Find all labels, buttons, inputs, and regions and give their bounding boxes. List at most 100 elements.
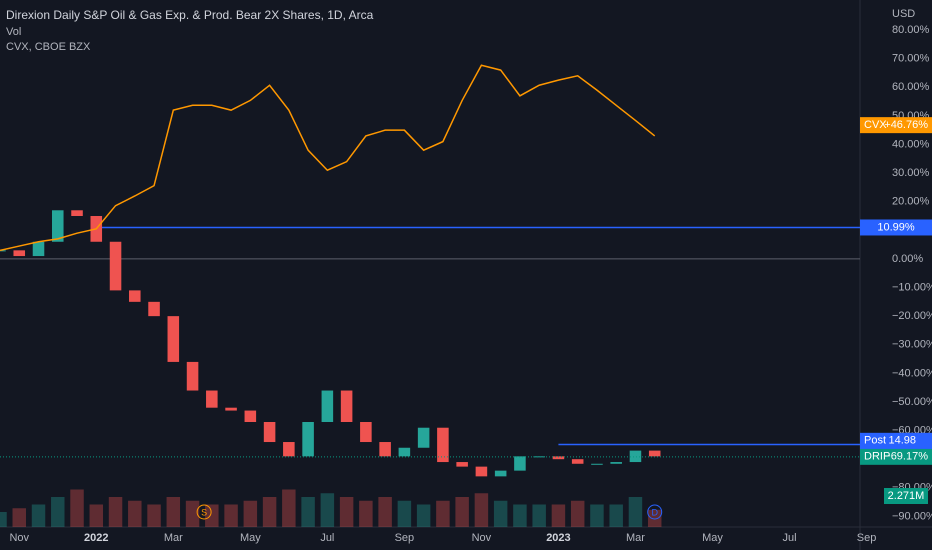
candle — [129, 290, 141, 302]
y-tick-label: 30.00% — [892, 167, 930, 179]
volume-bar — [590, 504, 604, 527]
y-tick-label: −40.00% — [892, 367, 932, 379]
y-tick-label: −90.00% — [892, 510, 932, 522]
chart-title: Direxion Daily S&P Oil & Gas Exp. & Prod… — [6, 8, 374, 22]
x-tick-label: Jul — [782, 532, 796, 544]
volume-bar — [455, 497, 469, 527]
candle — [302, 422, 314, 457]
candle — [109, 241, 122, 291]
candle — [0, 250, 6, 252]
x-tick-label: Mar — [164, 532, 183, 544]
y-tick-label: 80.00% — [892, 24, 930, 36]
post-label: Post — [864, 435, 886, 447]
x-tick-label: 2022 — [84, 532, 108, 544]
volume-bar — [532, 504, 546, 527]
candle — [148, 301, 160, 317]
volume-bar — [397, 500, 412, 527]
candle — [591, 463, 603, 465]
currency: USD — [892, 8, 915, 20]
subtitle: CVX, CBOE BZX — [6, 41, 91, 53]
x-tick-label: Sep — [395, 532, 415, 544]
y-tick-label: 60.00% — [892, 81, 930, 93]
candle — [225, 407, 237, 411]
volume-bar — [570, 500, 585, 527]
last-label-bg — [860, 448, 932, 465]
x-tick-label: 2023 — [546, 532, 570, 544]
price-label: 10.99% — [877, 221, 915, 233]
candle — [321, 390, 334, 423]
line — [0, 64, 656, 252]
volume-bar — [185, 500, 200, 527]
volume-bar — [551, 504, 566, 527]
x-tick-label: May — [240, 532, 261, 544]
y-tick-label: −10.00% — [892, 281, 932, 293]
volume-bar — [301, 497, 315, 527]
last-label: +46.76% — [884, 119, 928, 131]
candle — [514, 456, 526, 471]
candle — [340, 390, 353, 423]
candle — [379, 442, 391, 457]
volume-bar — [31, 504, 46, 527]
subtitle: Vol — [6, 26, 21, 38]
volume-bar — [166, 497, 181, 527]
volume-bar — [320, 493, 335, 527]
candle — [417, 427, 430, 448]
candle — [571, 459, 584, 464]
candle — [475, 466, 488, 477]
event-label: S — [201, 507, 207, 517]
candle — [71, 210, 83, 217]
candle — [263, 422, 276, 443]
candle — [494, 470, 507, 477]
volume-bar — [128, 500, 142, 527]
candle — [552, 456, 565, 460]
candle — [610, 462, 622, 464]
candle — [51, 210, 64, 242]
candle — [648, 450, 661, 457]
volume-bar — [147, 504, 161, 527]
volume-bar — [378, 497, 392, 527]
volume-bar — [282, 489, 296, 527]
candle — [360, 422, 372, 443]
candle — [629, 450, 642, 463]
series-name: CVX — [864, 119, 887, 131]
y-tick-label: 70.00% — [892, 53, 930, 65]
volume-bar — [493, 500, 508, 527]
event-marker — [647, 504, 663, 520]
candle — [206, 390, 218, 408]
event-label: D — [651, 507, 658, 517]
volume-bar — [436, 500, 450, 527]
candle — [186, 361, 199, 391]
volume-label-bg — [884, 488, 928, 504]
volume-bar — [12, 508, 26, 527]
volume-bar — [339, 497, 354, 527]
x-tick-label: Nov — [472, 532, 492, 544]
x-tick-label: Mar — [626, 532, 645, 544]
series-name: DRIP — [864, 451, 890, 463]
candle — [32, 241, 45, 257]
x-tick-label: Nov — [9, 532, 29, 544]
post-bg — [860, 432, 932, 449]
y-tick-label: −50.00% — [892, 396, 932, 408]
candle — [167, 316, 180, 362]
candle — [456, 462, 468, 467]
volume-bar — [628, 497, 643, 527]
candle — [283, 442, 295, 457]
candle — [13, 250, 26, 257]
x-tick-label: Sep — [857, 532, 877, 544]
x-tick-label: May — [702, 532, 723, 544]
last-label: −69.17% — [884, 451, 928, 463]
volume-bar — [416, 504, 431, 527]
candle — [533, 456, 545, 458]
volume-bar — [513, 504, 527, 527]
volume-bar — [0, 512, 7, 527]
candle — [244, 410, 257, 423]
volume-bar — [474, 493, 489, 527]
volume-bar — [243, 500, 258, 527]
volume-bar — [224, 504, 238, 527]
volume-label: 2.271M — [888, 490, 925, 502]
y-tick-label: 40.00% — [892, 138, 930, 150]
post-price: 14.98 — [888, 435, 916, 447]
volume-bar — [89, 504, 104, 527]
